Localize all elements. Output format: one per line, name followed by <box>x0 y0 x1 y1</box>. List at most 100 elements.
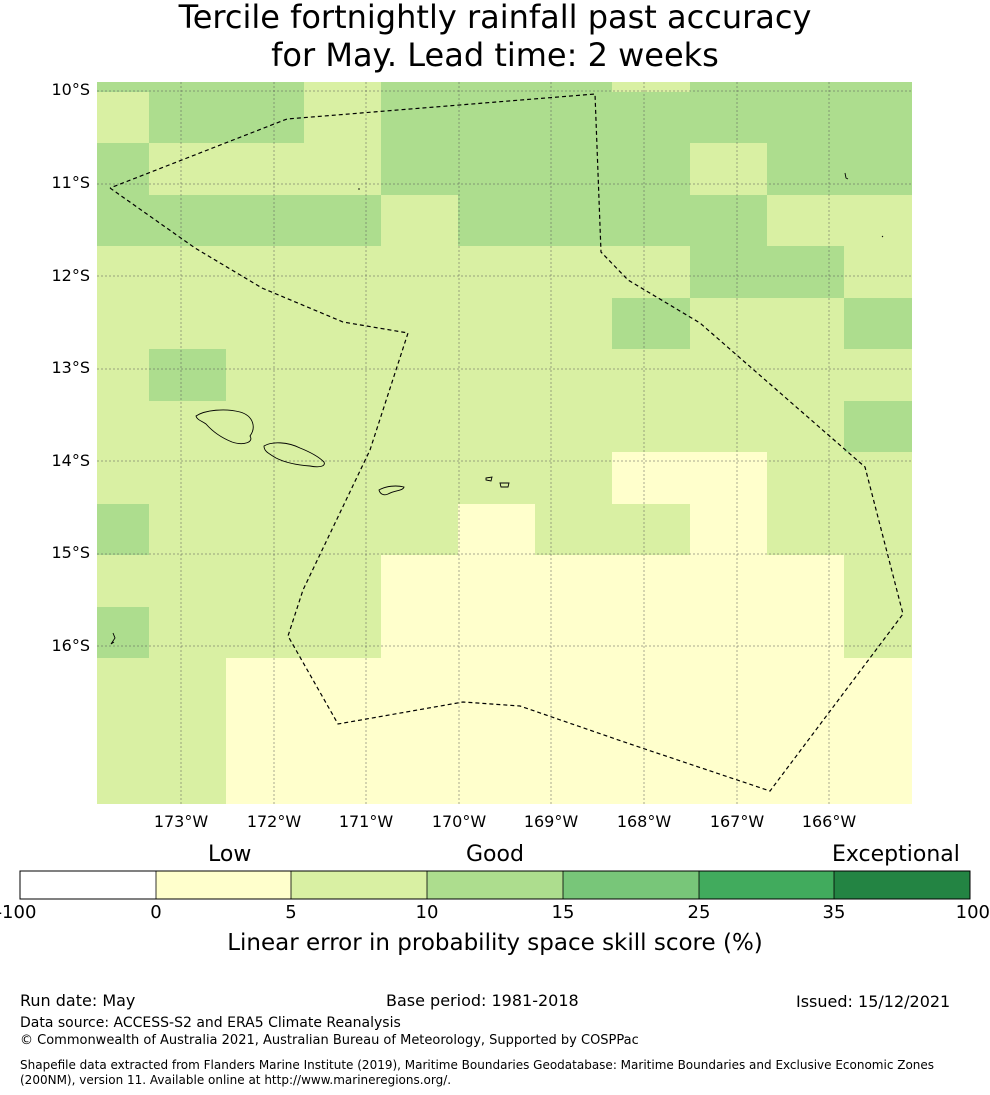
map-title-line1: Tercile fortnightly rainfall past accura… <box>178 0 812 36</box>
colorbar-tick: 10 <box>415 902 439 923</box>
lon-label: 167°W <box>709 812 765 831</box>
grid-cell <box>844 401 912 452</box>
grid-cell <box>690 298 844 349</box>
colorbar-tick: 0 <box>150 902 162 923</box>
colorbar-swatch <box>156 871 291 899</box>
grid-cell <box>458 195 767 246</box>
grid-cell <box>226 658 912 804</box>
copyright: © Commonwealth of Australia 2021, Austra… <box>20 1033 639 1048</box>
grid-cell <box>535 504 690 555</box>
lat-label: 13°S <box>51 358 90 377</box>
grid-cell <box>844 607 912 658</box>
colorbar-tick: 35 <box>822 902 846 923</box>
colorbar-category-good: Good <box>466 842 524 867</box>
lon-label: 172°W <box>246 812 302 831</box>
shapefile-credit: Shapefile data extracted from Flanders M… <box>20 1058 935 1087</box>
grid-cell <box>690 82 912 92</box>
manua-island-2 <box>499 482 510 488</box>
grid-cell <box>381 92 912 143</box>
upolu-island <box>263 442 325 468</box>
grid-cell <box>690 143 767 195</box>
lat-label: 14°S <box>51 451 90 470</box>
grid-cell <box>612 452 767 504</box>
colorbar-swatch <box>699 871 834 899</box>
grid-cell <box>304 82 381 92</box>
base-period: Base period: 1981-2018 <box>386 991 579 1010</box>
grid-cell <box>97 143 149 195</box>
lon-label: 169°W <box>523 812 579 831</box>
colorbar-tick: 100 <box>955 902 990 923</box>
grid-cell <box>844 298 912 349</box>
manua-island-1 <box>485 476 493 482</box>
islet-4 <box>110 632 116 645</box>
lon-label: 168°W <box>616 812 672 831</box>
grid-cell <box>844 555 912 607</box>
grid-cell <box>97 92 149 143</box>
grid-cell <box>97 607 149 658</box>
grid-cell <box>97 401 844 452</box>
savaii-island <box>195 409 254 445</box>
run-date: Run date: May <box>20 991 136 1010</box>
islet-2 <box>844 172 849 180</box>
issued-date: Issued: 15/12/2021 <box>796 992 951 1011</box>
colorbar-swatch <box>563 871 699 899</box>
grid-cell <box>844 246 912 298</box>
lon-label: 173°W <box>153 812 209 831</box>
colorbar-swatch <box>20 871 156 899</box>
grid-cell <box>97 349 149 401</box>
grid-cell <box>612 82 690 92</box>
grid-cell <box>381 555 844 607</box>
grid-cell <box>97 82 149 92</box>
skill-grid <box>97 82 912 804</box>
grid-cell <box>149 82 304 92</box>
islet-3 <box>881 235 884 238</box>
colorbar-tick: 5 <box>285 902 297 923</box>
grid-cell <box>767 452 912 504</box>
colorbar <box>19 870 971 900</box>
grid-cell <box>458 504 535 555</box>
grid-cell <box>149 607 381 658</box>
colorbar-tick: -100 <box>0 902 37 923</box>
lon-label: 166°W <box>801 812 857 831</box>
grid-cell <box>767 504 912 555</box>
grid-cell <box>381 143 690 195</box>
tutuila-island <box>378 485 405 496</box>
grid-cell <box>381 195 458 246</box>
colorbar-label: Linear error in probability space skill … <box>227 930 763 956</box>
grid-cell <box>304 92 381 143</box>
lon-label: 171°W <box>338 812 394 831</box>
colorbar-swatch <box>834 871 970 899</box>
colorbar-swatch <box>291 871 427 899</box>
lat-label: 12°S <box>51 266 90 285</box>
grid-cell <box>97 246 690 298</box>
lon-label: 170°W <box>431 812 487 831</box>
grid-cell <box>97 504 149 555</box>
colorbar-frame <box>19 870 971 900</box>
data-source: Data source: ACCESS-S2 and ERA5 Climate … <box>20 1015 401 1031</box>
eez-boundary <box>109 93 904 792</box>
grid-cell <box>690 504 767 555</box>
colorbar-tick: 15 <box>551 902 575 923</box>
colorbar-category-exceptional: Exceptional <box>832 842 960 867</box>
colorbar-tick: 25 <box>687 902 711 923</box>
grid-cell <box>767 143 912 195</box>
grid-cell <box>226 349 912 401</box>
grid-cell <box>149 92 304 143</box>
lat-label: 15°S <box>51 543 90 562</box>
grid-cell <box>149 504 458 555</box>
grid-cell <box>767 195 912 246</box>
grid-cell <box>97 658 226 804</box>
grid-cell <box>612 298 690 349</box>
grid-cell <box>149 143 381 195</box>
colorbar-swatch <box>427 871 563 899</box>
islands <box>110 172 884 645</box>
colorbar-category-low: Low <box>208 842 252 867</box>
lat-label: 10°S <box>51 80 90 99</box>
grid-cell <box>97 452 612 504</box>
grid-cell <box>381 82 612 92</box>
map-title-line2: for May. Lead time: 2 weeks <box>271 36 719 74</box>
grid-cell <box>690 246 844 298</box>
grid-cell <box>381 607 844 658</box>
grid-cell <box>97 195 381 246</box>
